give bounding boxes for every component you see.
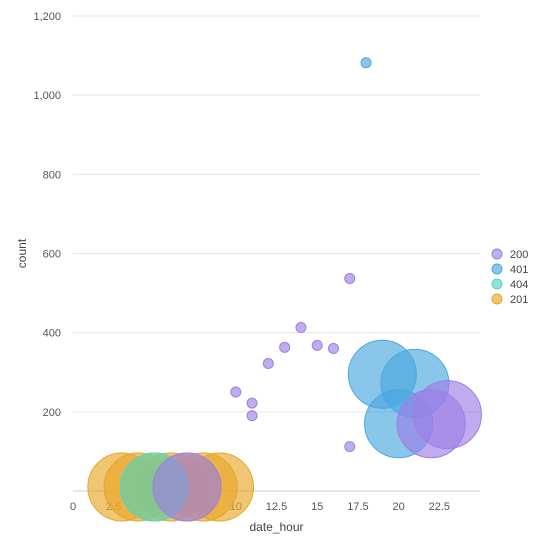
y-tick-label: 400 bbox=[43, 328, 61, 340]
data-point-200[interactable] bbox=[152, 452, 222, 522]
legend-swatch bbox=[491, 248, 503, 260]
data-points bbox=[87, 57, 482, 522]
data-point-200[interactable] bbox=[246, 397, 258, 409]
x-tick-label: 0 bbox=[70, 501, 76, 513]
legend-label: 201 bbox=[510, 294, 528, 306]
legend-label: 401 bbox=[510, 264, 528, 276]
legend-swatch bbox=[491, 263, 503, 275]
legend-label: 200 bbox=[510, 249, 528, 261]
data-point-401[interactable] bbox=[360, 57, 372, 69]
x-tick-label: 22.5 bbox=[429, 501, 450, 513]
y-tick-label: 600 bbox=[43, 249, 61, 261]
legend: 200 401 404 201 bbox=[491, 248, 528, 306]
data-point-200[interactable] bbox=[230, 386, 242, 398]
y-axis-title: count bbox=[15, 238, 29, 268]
x-axis-title: date_hour bbox=[249, 520, 303, 534]
y-tick-label: 1,200 bbox=[33, 11, 61, 23]
data-point-200[interactable] bbox=[295, 322, 307, 334]
y-tick-label: 1,000 bbox=[33, 90, 61, 102]
x-tick-label: 12.5 bbox=[266, 501, 287, 513]
x-tick-label: 15 bbox=[311, 501, 323, 513]
data-point-200[interactable] bbox=[262, 358, 274, 370]
x-tick-label: 17.5 bbox=[347, 501, 368, 513]
data-point-200[interactable] bbox=[311, 339, 323, 351]
data-point-200[interactable] bbox=[344, 441, 356, 453]
y-axis: 200 400 600 800 1,000 1,200 bbox=[33, 11, 61, 419]
data-point-200[interactable] bbox=[344, 272, 356, 284]
legend-swatch bbox=[491, 293, 503, 305]
legend-label: 404 bbox=[510, 279, 528, 291]
legend-swatch bbox=[491, 278, 503, 290]
data-point-200[interactable] bbox=[327, 343, 339, 354]
x-tick-label: 20 bbox=[392, 501, 404, 513]
data-point-200[interactable] bbox=[279, 341, 291, 353]
data-point-200[interactable] bbox=[412, 380, 482, 450]
y-tick-label: 200 bbox=[43, 407, 61, 419]
data-point-200[interactable] bbox=[246, 410, 258, 422]
y-tick-label: 800 bbox=[43, 169, 61, 181]
